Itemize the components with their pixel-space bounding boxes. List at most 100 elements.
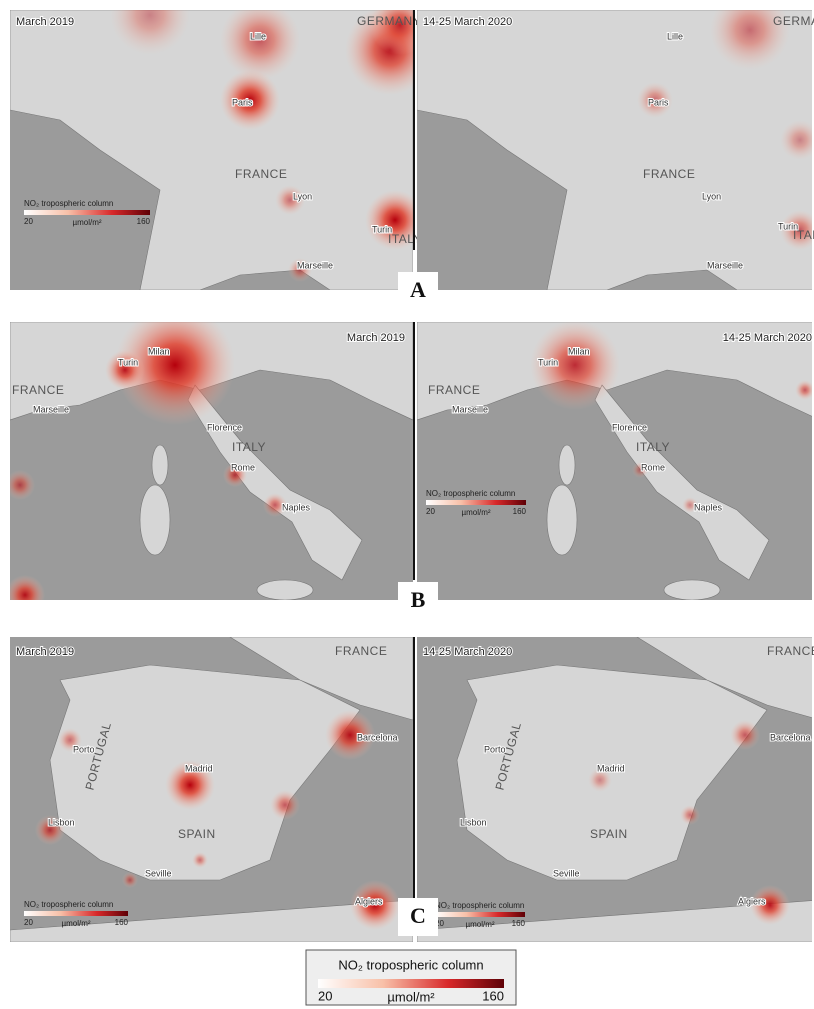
panel-letter: B (411, 587, 426, 612)
city-label: Naples (694, 502, 723, 512)
city-label: Rome (641, 462, 665, 472)
no2-hotspot (730, 720, 760, 750)
country-label: ITALY (793, 228, 814, 242)
island (547, 485, 577, 555)
country-label: ITALY (388, 232, 422, 246)
city-label: Algiers (738, 896, 766, 906)
city-label: Marseille (452, 404, 488, 414)
country-label: FRANCE (235, 167, 287, 181)
city-label: Naples (282, 502, 311, 512)
no2-hotspot (105, 350, 145, 390)
legend-scale (24, 210, 150, 215)
figure: March 2019 Lille GERMANY Paris FRANCE Lyon Tur… (0, 0, 814, 1009)
country-label: FRANCE (12, 383, 64, 397)
no2-hotspot (270, 790, 300, 820)
city-label: Barcelona (770, 732, 811, 742)
legend-unit: µmol/m² (461, 508, 490, 517)
city-label: Barcelona (357, 732, 398, 742)
legend-title: NO₂ tropospheric column (338, 957, 483, 972)
legend-title: NO₂ tropospheric column (24, 199, 113, 208)
country-label: ITALY (232, 440, 266, 454)
legend-unit: µmol/m² (387, 989, 435, 1004)
island (152, 445, 168, 485)
city-label: Lille (667, 31, 683, 41)
city-label: Algiers (355, 896, 383, 906)
city-label: Lisbon (460, 817, 487, 827)
legend-scale (318, 979, 504, 988)
city-label: Madrid (597, 763, 625, 773)
legend-min: 20 (318, 988, 332, 1003)
city-label: Marseille (297, 260, 333, 270)
country-label: GERMANY (357, 14, 421, 28)
island (559, 445, 575, 485)
panel-letter: A (410, 277, 426, 302)
panel-title: March 2019 (16, 16, 74, 28)
country-label: FRANCE (643, 167, 695, 181)
city-label: Lyon (702, 191, 721, 201)
island (257, 580, 313, 600)
country-label: ITALY (636, 440, 670, 454)
city-label: Milan (148, 346, 170, 356)
city-label: Marseille (33, 404, 69, 414)
city-label: Seville (145, 868, 172, 878)
panel-title: 14-25 March 2020 (423, 16, 512, 28)
map (417, 320, 814, 600)
island (140, 485, 170, 555)
country-label: GERMANY (773, 14, 814, 28)
legend-min: 20 (24, 217, 33, 226)
country-label: FRANCE (767, 644, 814, 658)
legend-max: 160 (137, 217, 151, 226)
legend-max: 160 (115, 918, 129, 927)
country-label: SPAIN (178, 827, 216, 841)
legend-scale (435, 912, 525, 917)
city-label: Lisbon (48, 817, 75, 827)
legend-max: 160 (512, 919, 526, 928)
legend-title: NO₂ tropospheric column (426, 489, 515, 498)
country-label: SPAIN (590, 827, 628, 841)
no2-hotspot (5, 470, 35, 500)
legend-unit: µmol/m² (61, 919, 90, 928)
country-label: FRANCE (335, 644, 387, 658)
map (10, 637, 413, 942)
no2-hotspot (680, 805, 700, 825)
legend-unit: µmol/m² (72, 218, 101, 227)
map-panel: 14-25 March 2020FRANCEBarcelonaPortoPORT… (417, 637, 814, 942)
map-panel: 14-25 March 2020 FRANCE Turin Milan Marseill… (417, 320, 814, 600)
island (664, 580, 720, 600)
city-label: Marseille (707, 260, 743, 270)
city-label: Madrid (185, 763, 213, 773)
panel-title: March 2019 (347, 332, 405, 344)
panel-title: March 2019 (16, 646, 74, 658)
legend-min: 20 (426, 507, 435, 516)
city-label: Turin (538, 357, 558, 367)
city-label: Lille (250, 31, 266, 41)
city-label: Rome (231, 462, 255, 472)
map-panel: March 2019LilleGERMANYParisFRANCELyonTur… (10, 0, 435, 290)
city-label: Paris (232, 97, 253, 107)
city-label: Turin (118, 357, 138, 367)
legend-title: NO₂ tropospheric column (24, 900, 113, 909)
legend-scale (426, 500, 526, 505)
no2-hotspot (122, 872, 138, 888)
legend-max: 160 (482, 988, 504, 1003)
city-label: Florence (612, 422, 647, 432)
no2-hotspot (5, 575, 45, 615)
legend-unit: µmol/m² (465, 920, 494, 929)
legend-max: 160 (513, 507, 527, 516)
city-label: Lyon (293, 191, 312, 201)
city-label: Florence (207, 422, 242, 432)
country-label: FRANCE (428, 383, 480, 397)
map (10, 0, 435, 290)
panel-title: 14-25 March 2020 (723, 332, 812, 344)
map-panel: 14-25 March 2020 Lille GERMANY Paris FRANCE L… (417, 0, 814, 290)
panel-title: 14-25 March 2020 (423, 646, 512, 658)
panel-letter: C (410, 903, 426, 928)
legend-scale (24, 911, 128, 916)
city-label: Paris (648, 97, 669, 107)
city-label: Milan (568, 346, 590, 356)
legend-min: 20 (24, 918, 33, 927)
no2-hotspot (192, 852, 208, 868)
map (417, 0, 814, 290)
map (5, 305, 413, 615)
